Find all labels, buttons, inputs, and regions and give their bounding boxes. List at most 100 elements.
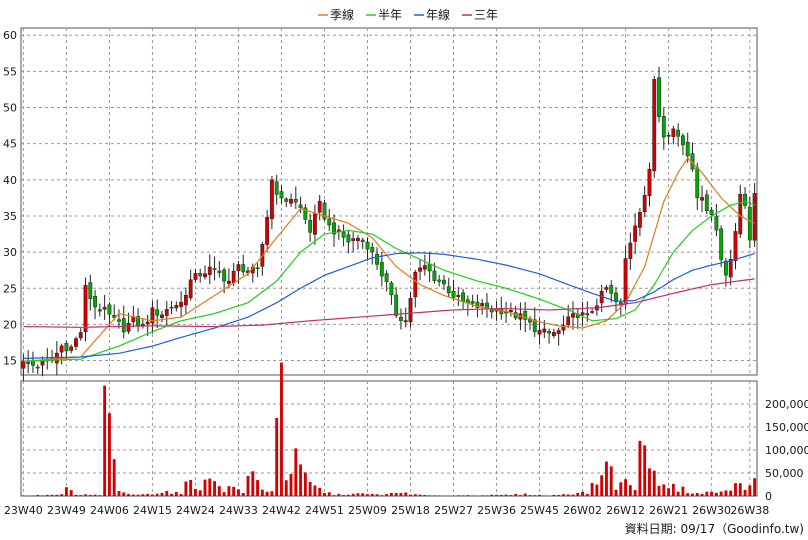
candle-body	[102, 306, 107, 310]
volume-bar	[141, 494, 145, 496]
volume-bar	[399, 492, 403, 496]
volume-bar	[342, 495, 346, 496]
volume-bar	[170, 493, 173, 496]
candle-body	[747, 206, 752, 241]
candle-body	[365, 241, 370, 250]
volume-bar	[117, 490, 121, 496]
volume-bar	[284, 480, 288, 496]
volume-bar	[542, 495, 546, 496]
candle-body	[609, 285, 614, 294]
candle-body	[289, 199, 293, 204]
volume-bar	[289, 474, 293, 496]
candle-body	[317, 200, 322, 213]
candle-body	[298, 204, 303, 209]
volume-bar	[657, 485, 661, 496]
candle-body	[217, 270, 222, 273]
volume-grid	[20, 380, 758, 497]
candle-body	[193, 273, 198, 280]
candle-body	[695, 167, 700, 199]
candle-body	[83, 284, 88, 333]
volume-bar	[93, 494, 97, 496]
volume-bar	[232, 486, 236, 496]
volume-bar	[127, 494, 130, 496]
volume-bar	[327, 492, 331, 496]
x-tick-label: 25W18	[391, 504, 430, 517]
volume-bar	[562, 494, 565, 496]
volume-bar	[280, 362, 283, 496]
candle-body	[236, 264, 241, 272]
volume-bar	[581, 491, 584, 496]
volume-bar	[605, 461, 608, 496]
volume-bar	[246, 475, 250, 496]
candle-body	[470, 301, 475, 304]
candle-body	[399, 316, 403, 321]
candle-body	[93, 296, 98, 308]
candle-body	[121, 318, 126, 333]
candle-body	[427, 263, 432, 272]
candle-body	[284, 198, 289, 202]
volume-bar	[208, 478, 212, 496]
candle-body	[384, 273, 389, 283]
candle-body	[303, 207, 308, 220]
volume-bar	[504, 494, 508, 496]
volume-bar	[79, 495, 83, 496]
price-tick-label: 55	[3, 65, 17, 78]
volume-bar	[585, 493, 589, 496]
x-tick-label: 26W38	[730, 504, 769, 517]
volume-bar	[518, 495, 522, 496]
x-tick-label: 26W02	[563, 504, 602, 517]
volume-bar	[318, 487, 322, 496]
candle-body	[97, 309, 102, 312]
volume-bar	[55, 494, 59, 496]
volume-bar	[394, 492, 398, 496]
candle-body	[131, 316, 136, 323]
candle-body	[537, 329, 542, 335]
candle-body	[437, 279, 442, 282]
x-axis: 23W40 23W49 24W06 24W15 24W24 24W33 24W42 24W51…	[4, 504, 769, 517]
volume-bar	[428, 495, 432, 496]
candle-body	[35, 366, 40, 369]
x-tick-label: 23W49	[47, 504, 86, 517]
candle-body	[394, 294, 399, 316]
volume-bar	[313, 485, 317, 496]
volume-bar	[667, 488, 671, 496]
candle-body	[274, 181, 279, 195]
x-tick-label: 26W12	[606, 504, 645, 517]
candle-body	[499, 308, 504, 315]
candle-body	[714, 216, 719, 231]
volume-bar	[514, 493, 518, 496]
volume-bar	[380, 495, 384, 496]
volume-bar	[98, 495, 102, 496]
candle-body	[743, 193, 747, 206]
candle-body	[657, 77, 661, 117]
volume-bar	[107, 413, 111, 496]
volume-y-axis: 0 50,000 100,000 150,000 200,000	[765, 398, 808, 503]
volume-bar	[480, 495, 484, 496]
volume-bar	[466, 495, 470, 496]
candle-body	[179, 301, 184, 307]
volume-bar	[370, 493, 374, 496]
candle-body	[456, 295, 461, 297]
candle-body	[700, 197, 704, 201]
candle-body	[64, 343, 69, 352]
volume-bar	[456, 495, 460, 496]
candle-body	[188, 279, 193, 299]
candle-body	[661, 116, 666, 138]
candle-body	[279, 191, 284, 199]
candle-body	[126, 323, 131, 332]
volume-bar	[538, 494, 541, 496]
volume-bar	[681, 486, 685, 496]
volume-bar	[418, 494, 422, 496]
candle-body	[733, 231, 738, 261]
candle-body	[418, 267, 422, 272]
x-tick-label: 24W06	[90, 504, 129, 517]
candle-body	[413, 271, 418, 298]
chart-legend: 季線 半年 年線 三年	[318, 7, 498, 22]
volume-bar	[308, 481, 312, 496]
candle-body	[169, 306, 174, 309]
volume-bar	[136, 494, 140, 496]
volume-bar	[475, 495, 479, 497]
candle-body	[379, 262, 384, 277]
volume-bar	[69, 490, 73, 496]
